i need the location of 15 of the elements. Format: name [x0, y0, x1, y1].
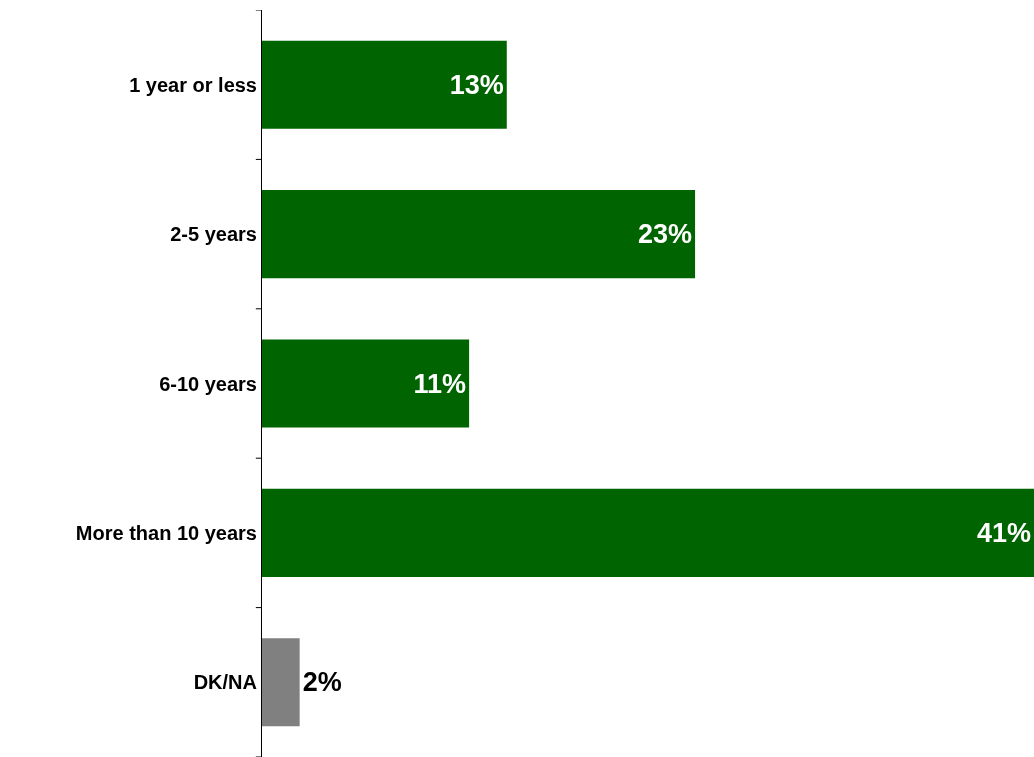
bar — [262, 190, 696, 279]
bar — [262, 638, 300, 727]
data-label: 13% — [449, 69, 504, 100]
data-label: 11% — [413, 368, 467, 399]
bar — [262, 339, 470, 428]
data-label: 41% — [976, 517, 1031, 548]
y-tick-label: 1 year or less — [129, 73, 257, 96]
y-tick-label: More than 10 years — [75, 521, 257, 544]
y-tick-label: DK/NA — [193, 671, 257, 694]
data-label: 23% — [638, 219, 693, 250]
y-tick-label: 2-5 years — [170, 223, 257, 246]
y-tick-label: 6-10 years — [159, 372, 257, 395]
bar — [262, 488, 1034, 577]
data-label: 2% — [302, 667, 342, 698]
bar — [262, 40, 507, 129]
